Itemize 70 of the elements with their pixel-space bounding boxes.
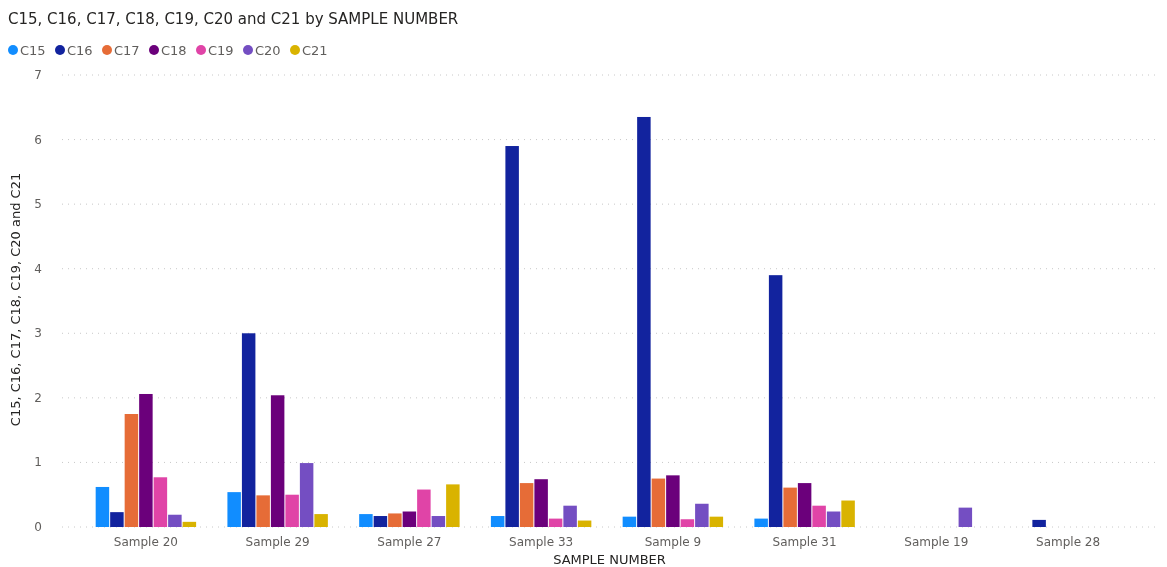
bar [577, 520, 592, 527]
legend-label: C15 [20, 43, 46, 58]
bar [241, 333, 256, 527]
legend-label: C20 [255, 43, 281, 58]
x-tick-label: Sample 27 [377, 535, 442, 549]
legend-label: C18 [161, 43, 187, 58]
bar [227, 492, 241, 527]
bar [958, 507, 973, 527]
bar [651, 478, 666, 527]
y-tick-label: 4 [34, 261, 42, 276]
bar [637, 116, 651, 527]
bar [182, 521, 197, 527]
bar [490, 516, 505, 527]
y-tick-label: 2 [34, 390, 42, 405]
bar [402, 511, 417, 527]
bar [826, 511, 841, 527]
bar [797, 483, 812, 527]
x-tick-label: Sample 20 [113, 535, 178, 549]
bar [373, 516, 388, 527]
bar [783, 487, 797, 527]
legend-label: C16 [67, 43, 93, 58]
bar [124, 414, 139, 527]
x-tick-label: Sample 9 [644, 535, 702, 549]
x-tick-label: Sample 29 [245, 535, 310, 549]
x-tick-label: Sample 33 [509, 535, 574, 549]
y-tick-label: 5 [34, 197, 42, 212]
bar [110, 512, 124, 527]
bar [168, 514, 182, 527]
bar [139, 393, 153, 527]
bar [519, 483, 534, 527]
bar [709, 516, 724, 527]
y-tick-label: 3 [34, 326, 42, 341]
bar [446, 484, 460, 527]
bar [754, 518, 768, 527]
bar [563, 505, 577, 527]
y-axis-title: C15, C16, C17, C18, C19, C20 and C21 [8, 172, 23, 427]
bar [548, 518, 563, 527]
legend-label: C21 [302, 43, 328, 58]
bar [270, 395, 285, 527]
bar [431, 516, 446, 527]
bar [622, 516, 637, 527]
bar [314, 514, 328, 527]
bar [256, 495, 270, 527]
bar [95, 486, 110, 527]
legend-label: C19 [208, 43, 234, 58]
bar [812, 505, 826, 527]
bar [680, 519, 695, 527]
bar [417, 489, 431, 527]
chart-title: C15, C16, C17, C18, C19, C20 and C21 by SAMPLE NUMBER [8, 10, 459, 28]
y-tick-label: 6 [34, 132, 42, 147]
y-tick-label: 1 [34, 455, 42, 470]
bar [388, 513, 402, 527]
bar [153, 477, 168, 527]
bar [359, 514, 373, 527]
bar [505, 146, 519, 527]
bar [285, 494, 299, 527]
bar [768, 275, 783, 527]
bar [666, 475, 680, 527]
bar [841, 500, 855, 527]
x-tick-label: Sample 28 [1036, 535, 1101, 549]
y-tick-label: 0 [34, 520, 42, 534]
legend-label: C17 [114, 43, 140, 58]
x-tick-label: Sample 19 [904, 535, 969, 549]
bar [534, 479, 548, 527]
bar [299, 463, 314, 527]
bar [1032, 519, 1046, 527]
x-tick-label: Sample 31 [772, 535, 837, 549]
x-axis-title: SAMPLE NUMBER [553, 552, 666, 567]
bar [695, 503, 709, 527]
y-tick-label: 7 [34, 68, 42, 82]
